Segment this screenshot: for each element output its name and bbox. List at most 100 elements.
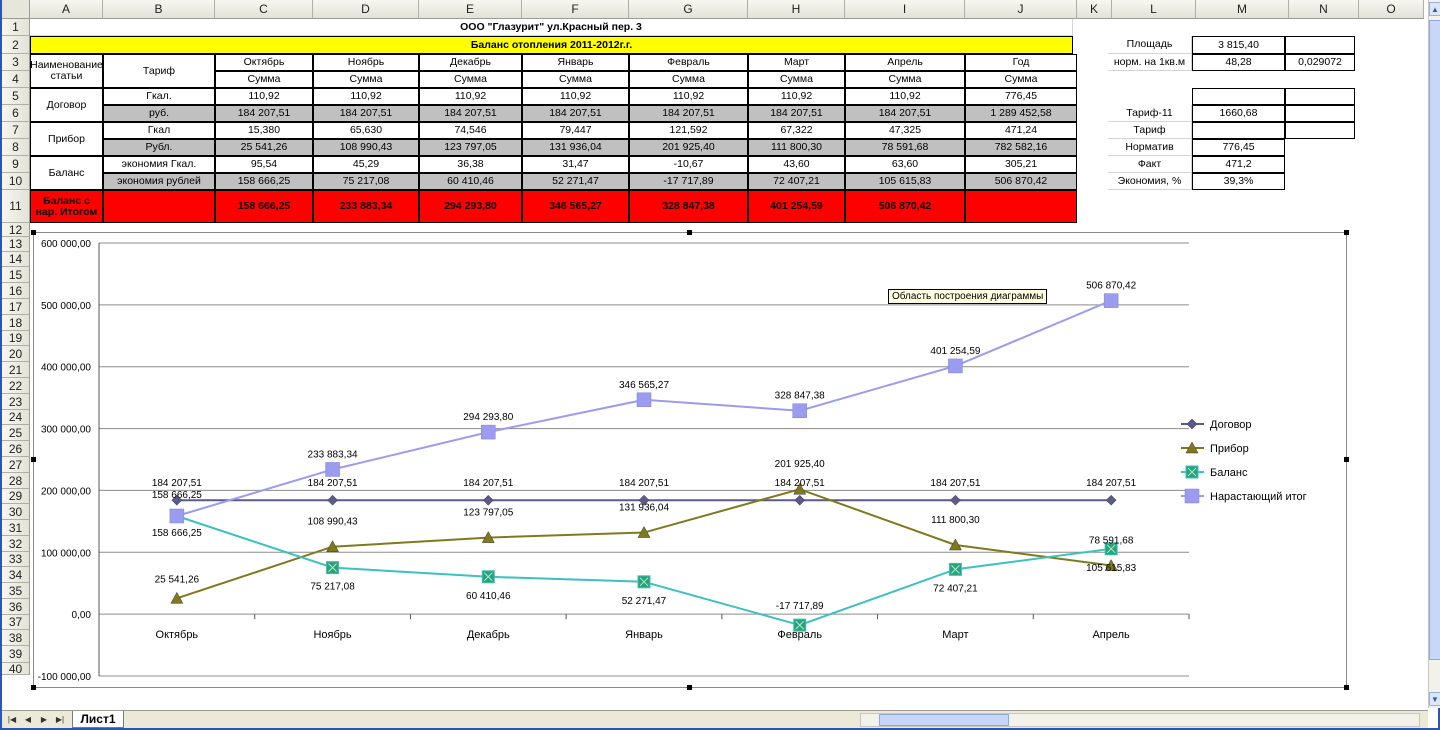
resize-handle[interactable] xyxy=(31,685,36,690)
column-header-e[interactable]: E xyxy=(419,0,522,19)
side-m6[interactable]: 1660,68 xyxy=(1192,105,1285,122)
resize-handle[interactable] xyxy=(1344,457,1349,462)
row-header-4[interactable]: 4 xyxy=(2,71,30,88)
row-header-11[interactable]: 11 xyxy=(2,190,30,223)
side-l6[interactable]: Тариф-11 xyxy=(1108,105,1192,122)
itog-cell[interactable]: 506 870,42 xyxy=(845,190,965,223)
data-cell[interactable]: 43,60 xyxy=(748,156,845,173)
data-cell[interactable]: 63,60 xyxy=(845,156,965,173)
data-cell[interactable]: 776,45 xyxy=(965,88,1077,105)
row-header-5[interactable]: 5 xyxy=(2,88,30,105)
column-header-b[interactable]: B xyxy=(103,0,215,19)
data-cell[interactable]: 123 797,05 xyxy=(419,139,522,156)
resize-handle[interactable] xyxy=(31,230,36,235)
data-cell[interactable]: 305,21 xyxy=(965,156,1077,173)
vertical-scroll-thumb[interactable] xyxy=(1429,20,1440,660)
month-header[interactable]: Февраль xyxy=(629,54,748,71)
horizontal-scrollbar[interactable] xyxy=(860,713,1420,727)
column-header-f[interactable]: F xyxy=(522,0,629,19)
row-header-6[interactable]: 6 xyxy=(2,105,30,122)
prev-sheet-icon[interactable]: ◀ xyxy=(24,715,32,724)
row-header-10[interactable]: 10 xyxy=(2,173,30,190)
scroll-up-icon[interactable]: ▲ xyxy=(1429,2,1440,16)
resize-handle[interactable] xyxy=(687,230,692,235)
resize-handle[interactable] xyxy=(31,457,36,462)
sheet-tab[interactable]: Лист1 xyxy=(72,711,124,728)
column-header-g[interactable]: G xyxy=(629,0,748,19)
row-header-9[interactable]: 9 xyxy=(2,156,30,173)
row-header-37[interactable]: 37 xyxy=(2,615,30,630)
side-m10[interactable]: 39,3% xyxy=(1192,173,1285,190)
select-all-corner[interactable] xyxy=(2,0,30,19)
summa-header[interactable]: Сумма xyxy=(845,71,965,88)
data-cell[interactable]: 184 207,51 xyxy=(522,105,629,122)
row-header-14[interactable]: 14 xyxy=(2,252,30,267)
side-l3[interactable]: норм. на 1кв.м xyxy=(1108,54,1192,71)
data-cell[interactable]: 110,92 xyxy=(419,88,522,105)
side-n3[interactable]: 0,029072 xyxy=(1285,54,1355,71)
side-n2[interactable] xyxy=(1285,36,1355,54)
column-header-d[interactable]: D xyxy=(313,0,419,19)
row-header-17[interactable]: 17 xyxy=(2,299,30,315)
summa-header[interactable]: Сумма xyxy=(419,71,522,88)
label-pribor[interactable]: Прибор xyxy=(30,122,103,156)
data-cell[interactable]: 15,380 xyxy=(215,122,313,139)
row-header-1[interactable]: 1 xyxy=(2,19,30,36)
worksheet-grid[interactable]: ООО "Глазурит" ул.Красный пер. 3 Баланс … xyxy=(30,19,1428,706)
row-header-39[interactable]: 39 xyxy=(2,646,30,663)
last-sheet-icon[interactable]: ▶| xyxy=(55,715,65,724)
data-cell[interactable]: 184 207,51 xyxy=(419,105,522,122)
row-header-31[interactable]: 31 xyxy=(2,520,30,536)
row-header-35[interactable]: 35 xyxy=(2,583,30,599)
data-cell[interactable]: 78 591,68 xyxy=(845,139,965,156)
data-cell[interactable]: 75 217,08 xyxy=(313,173,419,190)
itog-cell[interactable]: 401 254,59 xyxy=(748,190,845,223)
data-cell[interactable]: 110,92 xyxy=(629,88,748,105)
sub-label[interactable]: Рубл. xyxy=(103,139,215,156)
side-m9[interactable]: 471,2 xyxy=(1192,156,1285,173)
side-m8[interactable]: 776,45 xyxy=(1192,139,1285,156)
sub-label[interactable]: Гкал. xyxy=(103,88,215,105)
data-cell[interactable]: 184 207,51 xyxy=(215,105,313,122)
row-header-38[interactable]: 38 xyxy=(2,630,30,646)
data-cell[interactable]: 184 207,51 xyxy=(845,105,965,122)
data-cell[interactable]: 60 410,46 xyxy=(419,173,522,190)
row-header-3[interactable]: 3 xyxy=(2,54,30,71)
sub-label[interactable]: экономия Гкал. xyxy=(103,156,215,173)
column-header-i[interactable]: I xyxy=(845,0,965,19)
header-name[interactable]: Наименование статьи xyxy=(30,54,103,88)
column-header-n[interactable]: N xyxy=(1289,0,1359,19)
data-cell[interactable]: 158 666,25 xyxy=(215,173,313,190)
data-cell[interactable]: -10,67 xyxy=(629,156,748,173)
column-header-j[interactable]: J xyxy=(965,0,1077,19)
summa-header[interactable]: Сумма xyxy=(629,71,748,88)
row-header-19[interactable]: 19 xyxy=(2,331,30,346)
column-header-a[interactable]: A xyxy=(30,0,103,19)
data-cell[interactable]: 506 870,42 xyxy=(965,173,1077,190)
side-l2[interactable]: Площадь xyxy=(1108,36,1192,54)
row-header-7[interactable]: 7 xyxy=(2,122,30,139)
subtitle-cell[interactable]: Баланс отопления 2011-2012г.г. xyxy=(30,36,1073,54)
row-header-33[interactable]: 33 xyxy=(2,552,30,567)
resize-handle[interactable] xyxy=(1344,685,1349,690)
side-m3[interactable]: 48,28 xyxy=(1192,54,1285,71)
side-m2[interactable]: 3 815,40 xyxy=(1192,36,1285,54)
side-l8[interactable]: Норматив xyxy=(1108,139,1192,156)
data-cell[interactable]: 36,38 xyxy=(419,156,522,173)
row-header-36[interactable]: 36 xyxy=(2,599,30,615)
data-cell[interactable]: -17 717,89 xyxy=(629,173,748,190)
row-header-8[interactable]: 8 xyxy=(2,139,30,156)
row-header-25[interactable]: 25 xyxy=(2,425,30,441)
row-header-20[interactable]: 20 xyxy=(2,346,30,362)
itog-cell[interactable]: 294 293,80 xyxy=(419,190,522,223)
itog-cell[interactable] xyxy=(965,190,1077,223)
row-header-40[interactable]: 40 xyxy=(2,662,30,676)
month-header[interactable]: Декабрь xyxy=(419,54,522,71)
side-m7[interactable] xyxy=(1192,122,1285,139)
side-n6[interactable] xyxy=(1285,105,1355,122)
data-cell[interactable]: 74,546 xyxy=(419,122,522,139)
itog-tarif-cell[interactable] xyxy=(103,190,215,223)
row-header-2[interactable]: 2 xyxy=(2,36,30,54)
data-cell[interactable]: 45,29 xyxy=(313,156,419,173)
data-cell[interactable]: 471,24 xyxy=(965,122,1077,139)
